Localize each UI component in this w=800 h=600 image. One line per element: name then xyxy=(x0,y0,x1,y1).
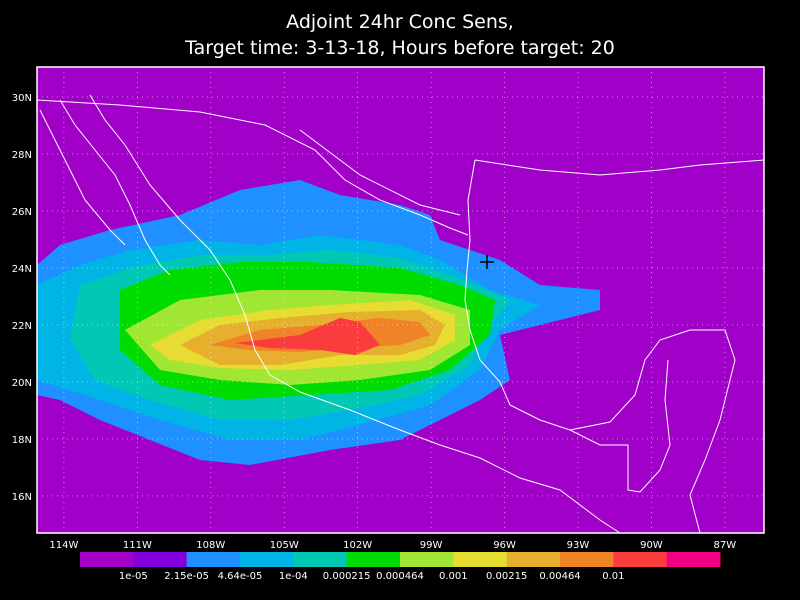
colorbar-swatch xyxy=(240,552,294,567)
colorbar: 1e-05 2.15e-05 4.64e-05 1e-04 0.000215 0.0004… xyxy=(80,552,721,582)
coastline xyxy=(39,109,126,246)
colorbar-label: 0.001 xyxy=(439,571,468,582)
graticule xyxy=(37,67,764,533)
lon-tick-label: 93W xyxy=(567,540,590,551)
target-marker xyxy=(480,255,494,269)
colorbar-label: 1e-05 xyxy=(119,571,148,582)
lat-tick-label: 26N xyxy=(12,207,32,218)
border xyxy=(299,129,461,216)
coastline xyxy=(474,159,765,176)
colorbar-swatch xyxy=(453,552,508,567)
lat-tick-label: 16N xyxy=(12,492,32,503)
colorbar-swatch xyxy=(293,552,348,567)
lat-tick-label: 30N xyxy=(12,93,32,104)
lat-tick-label: 28N xyxy=(12,150,32,161)
lat-tick-label: 18N xyxy=(12,435,32,446)
colorbar-swatch xyxy=(400,552,454,567)
lat-tick-label: 20N xyxy=(12,378,32,389)
title-line: Adjoint 24hr Conc Sens, xyxy=(286,11,514,33)
lat-tick-label: 24N xyxy=(12,264,32,275)
colorbar-label: 2.15e-05 xyxy=(164,571,209,582)
colorbar-swatch xyxy=(186,552,241,567)
map-border xyxy=(36,66,765,534)
coastline xyxy=(464,159,736,534)
colorbar-swatch xyxy=(666,552,721,567)
lon-tick-label: 87W xyxy=(714,540,737,551)
border xyxy=(569,359,671,493)
colorbar-swatch xyxy=(346,552,401,567)
map xyxy=(36,66,765,534)
colorbar-swatch xyxy=(560,552,614,567)
coastline xyxy=(59,99,171,276)
colorbar-label: 0.00464 xyxy=(539,571,580,582)
lon-tick-label: 108W xyxy=(196,540,225,551)
colorbar-swatch xyxy=(506,552,561,567)
lon-tick-label: 96W xyxy=(493,540,516,551)
lon-tick-label: 102W xyxy=(343,540,372,551)
contour-fill xyxy=(235,318,380,355)
colorbar-label: 0.000215 xyxy=(323,571,371,582)
lon-tick-label: 105W xyxy=(270,540,299,551)
colorbar-swatch xyxy=(80,552,134,567)
coastlines xyxy=(36,94,765,534)
contours xyxy=(37,180,600,465)
lon-tick-label: 111W xyxy=(123,540,152,551)
colorbar-label: 1e-04 xyxy=(279,571,308,582)
lon-tick-label: 99W xyxy=(420,540,443,551)
colorbar-label: 4.64e-05 xyxy=(218,571,263,582)
lat-tick-label: 22N xyxy=(12,321,32,332)
colorbar-label: 0.01 xyxy=(602,571,624,582)
border xyxy=(36,99,469,236)
coastline xyxy=(89,94,621,534)
colorbar-label: 0.00215 xyxy=(486,571,527,582)
colorbar-swatch xyxy=(613,552,668,567)
colorbar-swatch xyxy=(133,552,188,567)
lon-tick-label: 114W xyxy=(49,540,78,551)
title-line: Target time: 3-13-18, Hours before targe… xyxy=(184,37,615,59)
lon-tick-label: 90W xyxy=(640,540,663,551)
colorbar-label: 0.000464 xyxy=(376,571,424,582)
